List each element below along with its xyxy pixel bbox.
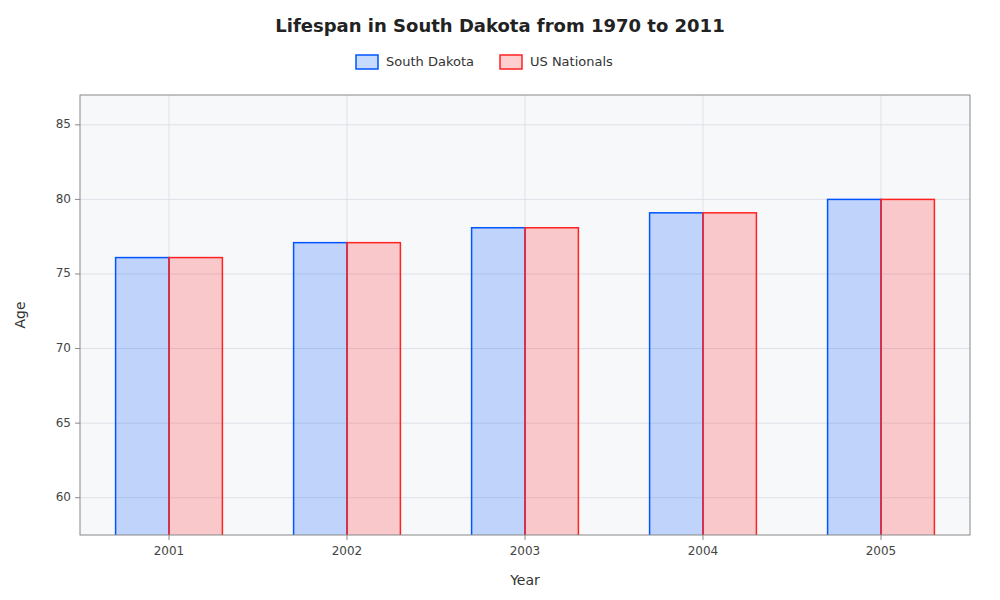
bar bbox=[703, 213, 756, 535]
x-tick-label: 2005 bbox=[866, 544, 897, 558]
y-tick-label: 75 bbox=[56, 266, 71, 280]
bars bbox=[116, 199, 935, 535]
x-tick bbox=[525, 535, 526, 540]
y-tick-label: 80 bbox=[56, 192, 71, 206]
x-tick bbox=[169, 535, 170, 540]
x-tick bbox=[347, 535, 348, 540]
legend-swatch bbox=[500, 55, 522, 69]
legend-swatch bbox=[356, 55, 378, 69]
x-tick bbox=[881, 535, 882, 540]
chart: 60 65 70 75 80 85 2001 2002 2003 2004 2005 Year Age L… bbox=[0, 0, 1000, 600]
x-tick bbox=[703, 535, 704, 540]
legend-label: South Dakota bbox=[386, 54, 474, 69]
y-tick-label: 60 bbox=[56, 490, 71, 504]
x-tick-label: 2004 bbox=[688, 544, 719, 558]
y-tick bbox=[75, 273, 80, 274]
x-tick-label: 2003 bbox=[510, 544, 541, 558]
x-tick-label: 2002 bbox=[332, 544, 363, 558]
y-tick bbox=[75, 124, 80, 125]
legend-label: US Nationals bbox=[530, 54, 613, 69]
bar bbox=[294, 243, 347, 535]
bar bbox=[169, 258, 222, 535]
bar bbox=[116, 258, 169, 535]
y-tick bbox=[75, 497, 80, 498]
y-tick bbox=[75, 348, 80, 349]
title: Lifespan in South Dakota from 1970 to 20… bbox=[275, 15, 724, 36]
y-tick-label: 85 bbox=[56, 117, 71, 131]
bar bbox=[650, 213, 703, 535]
x-axis-label: Year bbox=[509, 572, 540, 588]
chart-container: 60 65 70 75 80 85 2001 2002 2003 2004 2005 Year Age L… bbox=[0, 0, 1000, 600]
bar bbox=[472, 228, 525, 535]
bar bbox=[828, 199, 881, 535]
x-tick-label: 2001 bbox=[154, 544, 185, 558]
y-tick-label: 65 bbox=[56, 416, 71, 430]
y-axis-label: Age bbox=[12, 301, 28, 328]
y-tick bbox=[75, 199, 80, 200]
y-tick bbox=[75, 423, 80, 424]
y-tick-label: 70 bbox=[56, 341, 71, 355]
bar bbox=[525, 228, 578, 535]
legend: South Dakota US Nationals bbox=[356, 54, 613, 70]
bar bbox=[347, 243, 400, 535]
plot-frame bbox=[80, 95, 970, 535]
bar bbox=[881, 199, 934, 535]
